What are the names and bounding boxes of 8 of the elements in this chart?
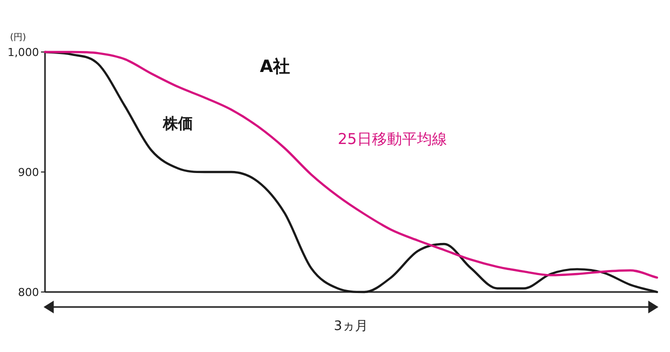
series-label: 株価 xyxy=(162,114,194,132)
y-tick-label: 900 xyxy=(18,166,39,179)
y-axis-title: (円) xyxy=(10,33,26,43)
text: 25日移動平均線 xyxy=(338,130,447,148)
y-tick-label: 800 xyxy=(18,286,39,299)
x-axis-title: 3ヵ月 xyxy=(334,319,368,334)
chart-title: A社 xyxy=(260,57,290,77)
y-tick-label: 1,000 xyxy=(8,46,39,59)
